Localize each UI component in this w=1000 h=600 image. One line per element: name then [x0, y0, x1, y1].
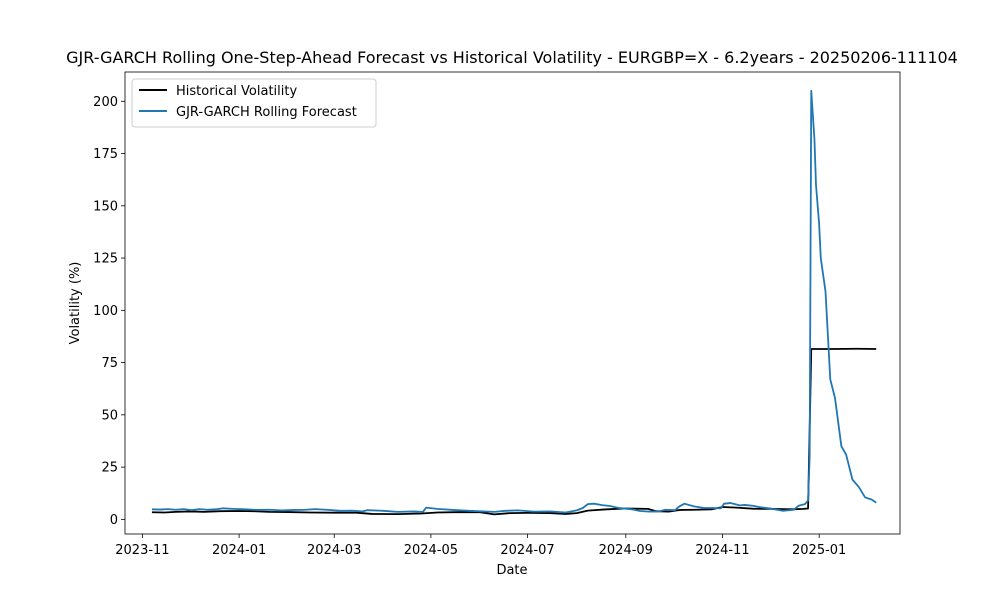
plot-series: [151, 89, 877, 516]
legend-label-forecast: GJR-GARCH Rolling Forecast: [176, 105, 357, 120]
x-tick-label: 2024-09: [599, 543, 653, 558]
x-tick-label: 2024-03: [307, 543, 361, 558]
y-axis: 0 25 50 75 100 125 150 175 200: [93, 95, 125, 528]
y-tick-label: 25: [101, 461, 118, 476]
series-line-1: [151, 89, 877, 514]
y-tick-label: 175: [93, 147, 118, 162]
y-tick-label: 50: [101, 408, 118, 423]
plot-frame: [124, 71, 901, 535]
chart-title: GJR-GARCH Rolling One-Step-Ahead Forecas…: [66, 48, 958, 67]
legend: Historical Volatility GJR-GARCH Rolling …: [131, 78, 377, 128]
y-axis-label: Volatility (%): [68, 262, 83, 345]
y-tick-label: 200: [93, 95, 118, 110]
y-tick-label: 0: [110, 513, 118, 528]
x-axis-label: Date: [496, 563, 527, 578]
y-tick-label: 75: [101, 356, 118, 371]
y-tick-label: 150: [93, 199, 118, 214]
y-tick-label: 125: [93, 252, 118, 267]
legend-frame: [131, 78, 377, 128]
x-tick-label: 2023-11: [115, 543, 169, 558]
x-tick-label: 2024-05: [404, 543, 458, 558]
x-tick-label: 2024-01: [212, 543, 266, 558]
legend-label-historical: Historical Volatility: [176, 84, 297, 99]
x-tick-label: 2024-11: [695, 543, 749, 558]
x-tick-label: 2024-07: [500, 543, 554, 558]
y-tick-label: 100: [93, 304, 118, 319]
x-axis: 2023-11 2024-01 2024-03 2024-05 2024-07 2024-…: [115, 534, 846, 558]
x-tick-label: 2025-01: [792, 543, 846, 558]
